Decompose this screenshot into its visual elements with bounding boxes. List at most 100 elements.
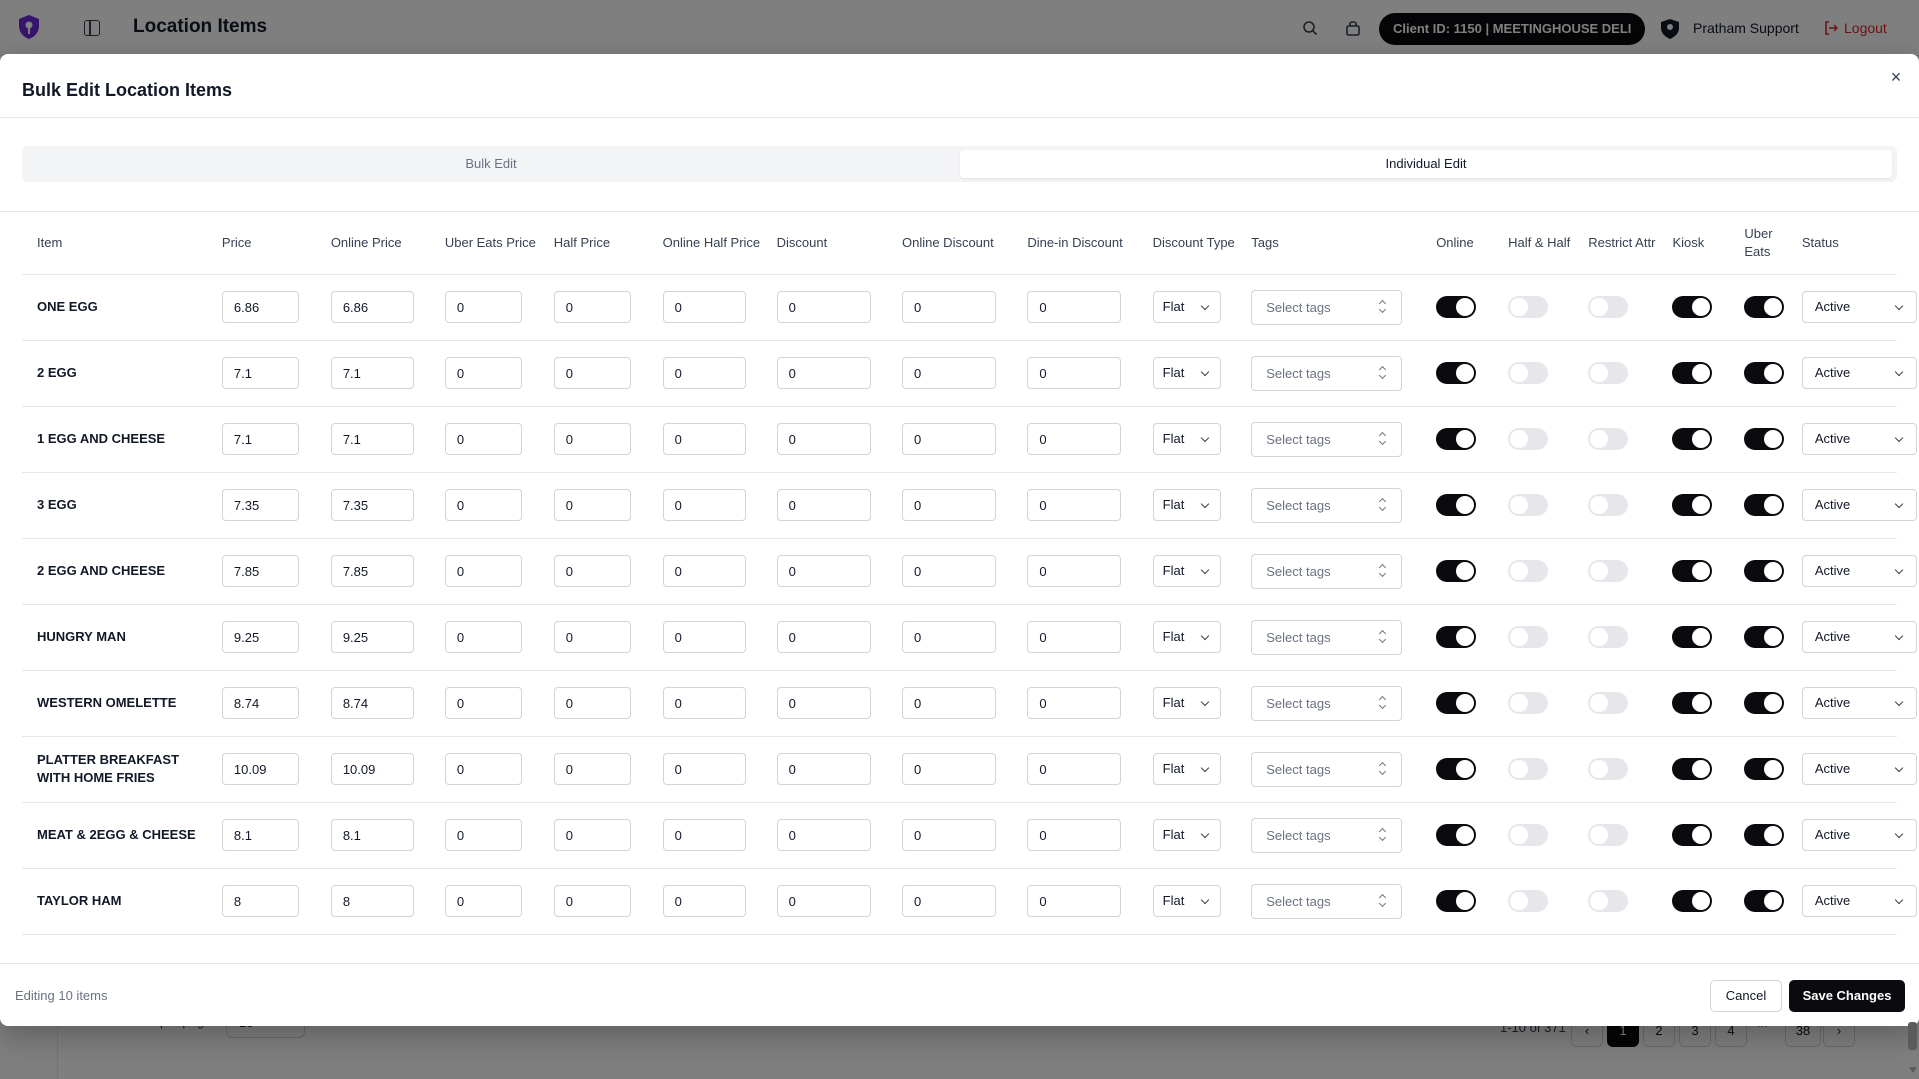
uber-eats-price-input[interactable] [444,291,522,323]
online-toggle[interactable] [1436,626,1477,648]
half-price-input[interactable] [553,621,631,653]
restrict-attr-toggle[interactable] [1588,758,1629,780]
tags-select[interactable]: Select tags [1251,355,1403,391]
save-changes-button[interactable]: Save Changes [1789,980,1905,1012]
dinein-discount-input[interactable] [1027,555,1122,587]
uber-eats-toggle[interactable] [1744,494,1785,516]
online-price-input[interactable] [330,357,414,389]
online-price-input[interactable] [330,291,414,323]
uber-eats-price-input[interactable] [444,489,522,521]
online-discount-input[interactable] [901,489,996,521]
uber-eats-toggle[interactable] [1744,758,1785,780]
tags-select[interactable]: Select tags [1251,619,1403,655]
dinein-discount-input[interactable] [1027,489,1122,521]
discount-type-select[interactable]: Flat [1152,555,1221,587]
uber-eats-toggle[interactable] [1744,560,1785,582]
online-half-price-input[interactable] [662,357,746,389]
discount-input[interactable] [776,819,871,851]
status-select[interactable]: Active [1801,753,1917,785]
kiosk-toggle[interactable] [1672,428,1713,450]
uber-eats-price-input[interactable] [444,687,522,719]
half-half-toggle[interactable] [1508,296,1549,318]
uber-eats-toggle[interactable] [1744,296,1785,318]
price-input[interactable] [221,489,299,521]
online-toggle[interactable] [1436,296,1477,318]
status-select[interactable]: Active [1801,555,1917,587]
tags-select[interactable]: Select tags [1251,289,1403,325]
online-price-input[interactable] [330,621,414,653]
status-select[interactable]: Active [1801,423,1917,455]
tab-bulk-edit[interactable]: Bulk Edit [465,156,517,171]
half-half-toggle[interactable] [1508,560,1549,582]
dinein-discount-input[interactable] [1027,885,1122,917]
online-discount-input[interactable] [901,687,996,719]
half-price-input[interactable] [553,489,631,521]
tags-select[interactable]: Select tags [1251,685,1403,721]
status-select[interactable]: Active [1801,885,1917,917]
uber-eats-price-input[interactable] [444,423,522,455]
uber-eats-toggle[interactable] [1744,428,1785,450]
online-half-price-input[interactable] [662,885,746,917]
discount-input[interactable] [776,489,871,521]
online-toggle[interactable] [1436,824,1477,846]
discount-type-select[interactable]: Flat [1152,489,1221,521]
online-discount-input[interactable] [901,291,996,323]
online-discount-input[interactable] [901,885,996,917]
half-price-input[interactable] [553,423,631,455]
restrict-attr-toggle[interactable] [1588,428,1629,450]
discount-input[interactable] [776,357,871,389]
kiosk-toggle[interactable] [1672,626,1713,648]
scroll-down-arrow[interactable] [1909,1067,1917,1073]
online-toggle[interactable] [1436,362,1477,384]
tags-select[interactable]: Select tags [1251,553,1403,589]
discount-input[interactable] [776,621,871,653]
half-price-input[interactable] [553,555,631,587]
restrict-attr-toggle[interactable] [1588,824,1629,846]
kiosk-toggle[interactable] [1672,890,1713,912]
discount-type-select[interactable]: Flat [1152,753,1221,785]
restrict-attr-toggle[interactable] [1588,626,1629,648]
half-price-input[interactable] [553,885,631,917]
status-select[interactable]: Active [1801,621,1917,653]
discount-type-select[interactable]: Flat [1152,291,1221,323]
online-half-price-input[interactable] [662,687,746,719]
online-discount-input[interactable] [901,621,996,653]
online-toggle[interactable] [1436,692,1477,714]
discount-type-select[interactable]: Flat [1152,819,1221,851]
tags-select[interactable]: Select tags [1251,883,1403,919]
restrict-attr-toggle[interactable] [1588,296,1629,318]
online-discount-input[interactable] [901,753,996,785]
online-price-input[interactable] [330,687,414,719]
restrict-attr-toggle[interactable] [1588,890,1629,912]
kiosk-toggle[interactable] [1672,494,1713,516]
dinein-discount-input[interactable] [1027,357,1122,389]
status-select[interactable]: Active [1801,687,1917,719]
half-price-input[interactable] [553,687,631,719]
uber-eats-price-input[interactable] [444,357,522,389]
online-half-price-input[interactable] [662,291,746,323]
price-input[interactable] [221,753,299,785]
online-price-input[interactable] [330,555,414,587]
discount-input[interactable] [776,423,871,455]
price-input[interactable] [221,687,299,719]
online-discount-input[interactable] [901,555,996,587]
half-half-toggle[interactable] [1508,626,1549,648]
tags-select[interactable]: Select tags [1251,421,1403,457]
online-price-input[interactable] [330,885,414,917]
half-half-toggle[interactable] [1508,428,1549,450]
price-input[interactable] [221,819,299,851]
discount-input[interactable] [776,687,871,719]
status-select[interactable]: Active [1801,819,1917,851]
dinein-discount-input[interactable] [1027,819,1122,851]
uber-eats-toggle[interactable] [1744,824,1785,846]
price-input[interactable] [221,885,299,917]
online-discount-input[interactable] [901,357,996,389]
restrict-attr-toggle[interactable] [1588,692,1629,714]
price-input[interactable] [221,621,299,653]
uber-eats-toggle[interactable] [1744,890,1785,912]
half-price-input[interactable] [553,357,631,389]
status-select[interactable]: Active [1801,489,1917,521]
discount-type-select[interactable]: Flat [1152,885,1221,917]
online-price-input[interactable] [330,489,414,521]
discount-type-select[interactable]: Flat [1152,621,1221,653]
